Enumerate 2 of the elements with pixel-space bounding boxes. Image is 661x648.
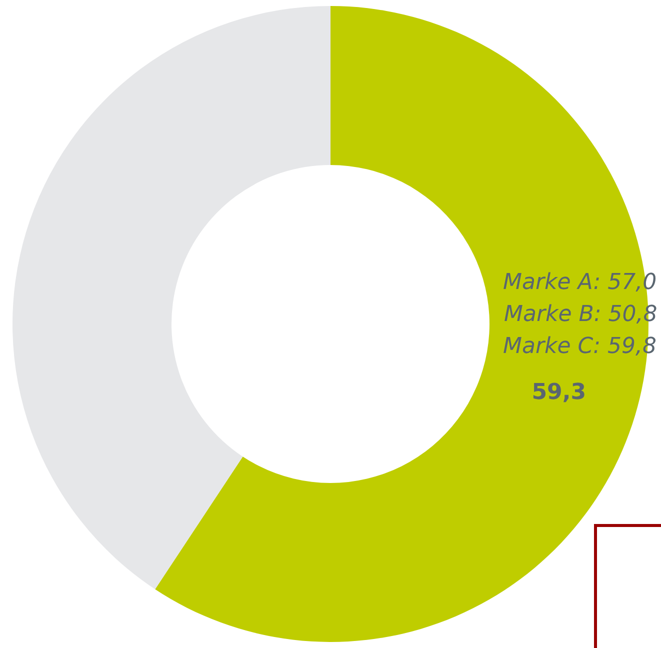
data-label: 59,3 [532, 380, 586, 406]
donut-slice [12, 6, 330, 590]
